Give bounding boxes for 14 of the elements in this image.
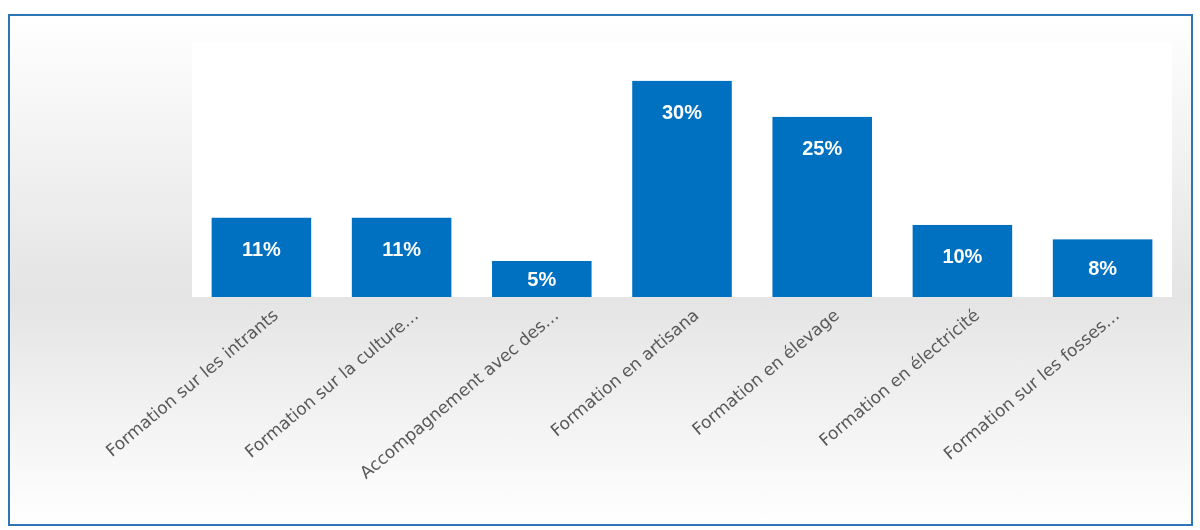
data-label: 8% bbox=[1088, 257, 1118, 280]
bar bbox=[211, 217, 312, 297]
data-label: 11% bbox=[382, 237, 422, 260]
bar bbox=[632, 80, 732, 297]
data-label: 30% bbox=[661, 100, 703, 123]
bar bbox=[912, 224, 1013, 297]
data-label: 10% bbox=[942, 244, 983, 267]
bar bbox=[492, 260, 592, 297]
data-label: 5% bbox=[527, 267, 557, 290]
bar bbox=[351, 217, 452, 297]
data-label: 25% bbox=[802, 136, 843, 159]
data-label: 11% bbox=[241, 237, 282, 260]
bar bbox=[772, 116, 872, 297]
bar bbox=[1052, 239, 1153, 297]
